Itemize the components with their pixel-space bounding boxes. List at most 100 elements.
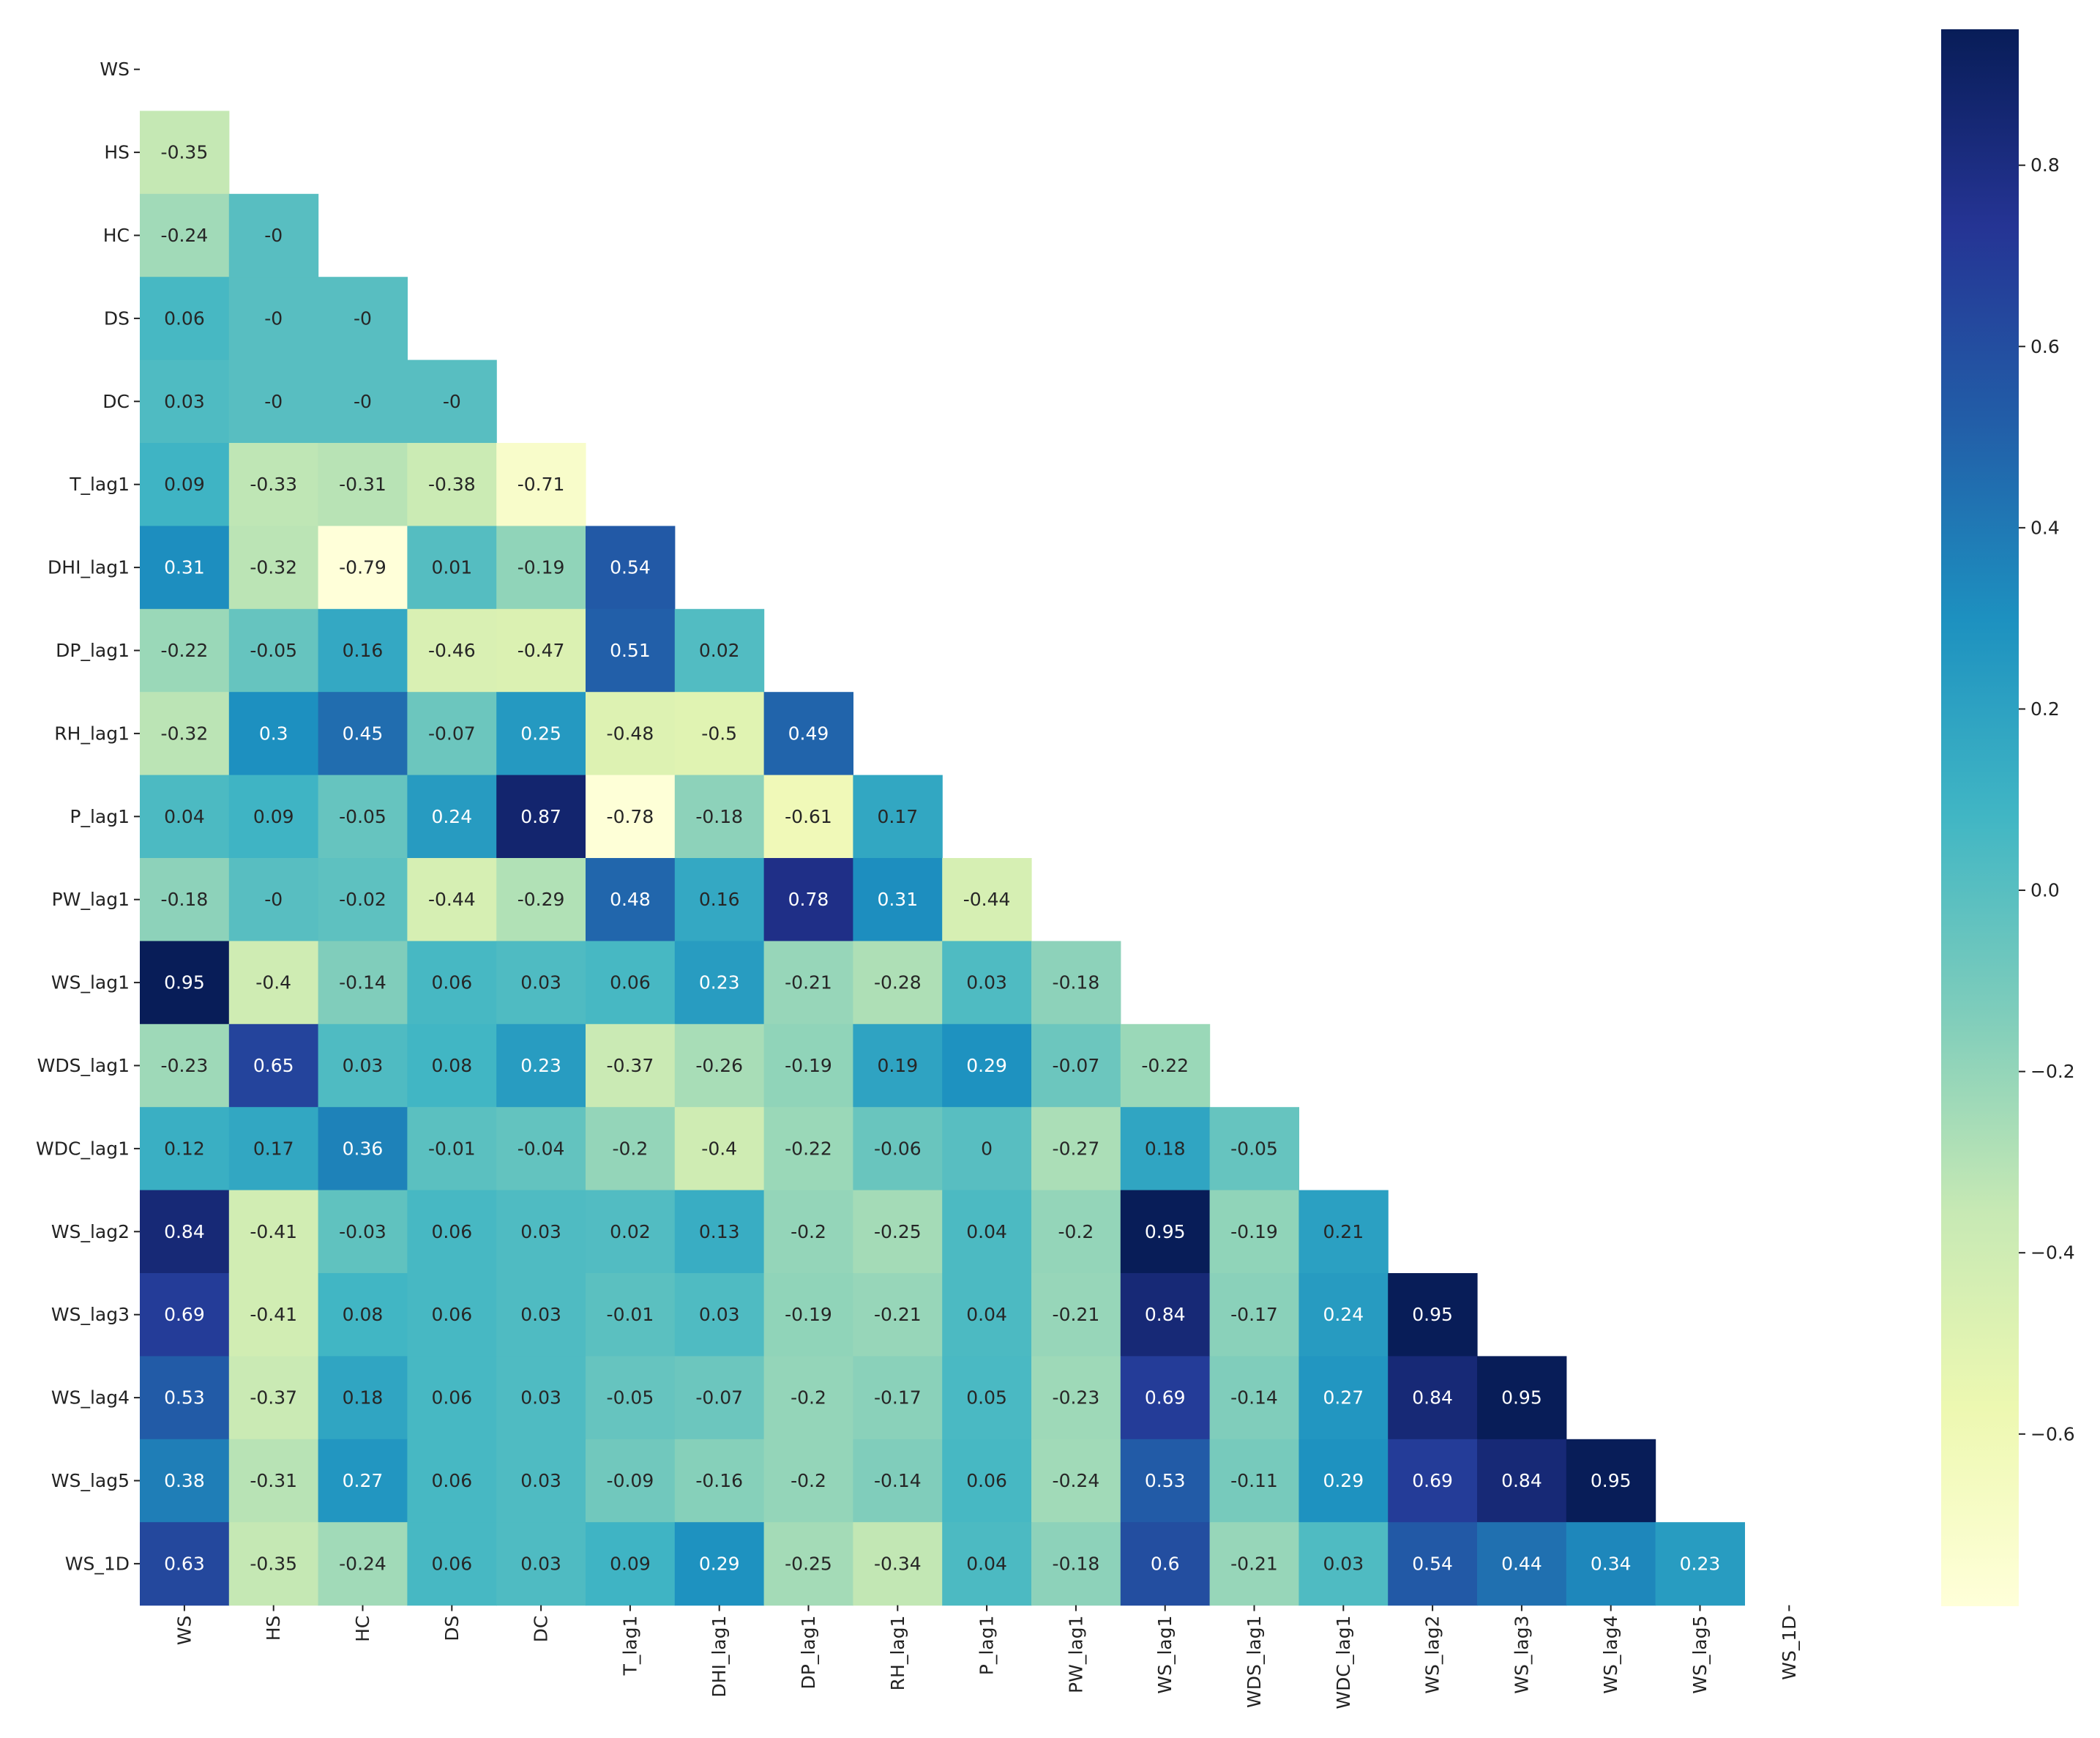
heatmap-cell-WS_1D-WS_lag5: [1655, 1522, 1745, 1606]
cell-value-label: -0.09: [607, 1470, 654, 1491]
cell-value-label: 0.29: [1323, 1470, 1364, 1491]
heatmap-cell-WS_lag2-HS: [228, 1190, 319, 1274]
heatmap-cell-WDC_lag1-DP_lag1: [763, 1107, 853, 1191]
y-tick-label-HS: HS: [104, 142, 130, 163]
heatmap-cell-WDS_lag1-RH_lag1: [853, 1023, 943, 1108]
cell-value-label: -0.61: [785, 806, 832, 827]
heatmap-cell-P_lag1-DHI_lag1: [674, 775, 765, 859]
x-tick-label-WS_lag2: WS_lag2: [1422, 1616, 1443, 1694]
cell-value-label: 0.95: [1591, 1470, 1632, 1491]
cell-value-label: 0.69: [164, 1304, 205, 1325]
heatmap-cell-WS_lag5-WS_lag2: [1388, 1439, 1478, 1523]
heatmap-cell-WS_lag5-T_lag1: [586, 1439, 676, 1523]
heatmap-cell-WS_lag5-DHI_lag1: [674, 1439, 765, 1523]
heatmap-cell-WS_1D-DC: [496, 1522, 586, 1606]
heatmap-cell-HC-HS: [228, 193, 319, 277]
cell-value-label: -0: [354, 391, 372, 412]
heatmap-cell-WS_1D-P_lag1: [942, 1522, 1032, 1606]
heatmap-cell-P_lag1-DP_lag1: [763, 775, 853, 859]
heatmap-cell-PW_lag1-HS: [228, 858, 319, 941]
x-tick-label-WS: WS: [173, 1616, 195, 1646]
cell-value-label: 0.03: [520, 972, 561, 993]
y-tick-label-DC: DC: [102, 391, 130, 412]
heatmap-cell-WS_lag3-DS: [407, 1273, 497, 1357]
heatmap-cell-P_lag1-T_lag1: [586, 775, 676, 859]
heatmap-cell-DP_lag1-HS: [228, 608, 319, 693]
cell-value-label: -0.05: [1230, 1138, 1278, 1159]
heatmap-cell-WDC_lag1-T_lag1: [586, 1107, 676, 1191]
y-tick-label-DHI_lag1: DHI_lag1: [48, 557, 130, 578]
cell-value-label: -0.05: [339, 806, 386, 827]
heatmap-cell-RH_lag1-WS: [140, 692, 230, 776]
cell-value-label: -0.19: [517, 557, 565, 578]
cell-value-label: -0.25: [785, 1553, 832, 1574]
cell-value-label: 0.78: [788, 889, 829, 910]
cell-value-label: 0.23: [520, 1055, 561, 1076]
heatmap-cell-WS_lag4-DC: [496, 1356, 586, 1440]
heatmap-cell-WS_lag5-DC: [496, 1439, 586, 1523]
cell-value-label: 0.24: [431, 806, 472, 827]
cell-value-label: -0.18: [1053, 1553, 1100, 1574]
cell-value-label: 0.54: [610, 557, 651, 578]
cell-value-label: -0.18: [1053, 972, 1100, 993]
heatmap-cell-WS_1D-HS: [228, 1522, 319, 1606]
x-axis-ticks: WS HS HC DS DC T_lag1 DHI_lag1 DP_lag1 RH_lag1 P_…: [173, 1605, 1800, 1709]
heatmap-cell-WS_1D-DHI_lag1: [674, 1522, 765, 1606]
y-tick-label-T_lag1: T_lag1: [69, 474, 130, 495]
cell-value-label: 0.03: [1323, 1553, 1364, 1574]
heatmap-cell-T_lag1-HC: [318, 443, 408, 526]
cell-value-label: -0.79: [339, 557, 386, 578]
heatmap-cell-WS_lag1-PW_lag1: [1031, 941, 1121, 1025]
heatmap-cell-WS_lag4-PW_lag1: [1031, 1356, 1121, 1440]
heatmap-cell-WS_lag1-P_lag1: [942, 941, 1032, 1025]
heatmap-cell-WS_lag3-HS: [228, 1273, 319, 1357]
y-tick-label-DP_lag1: DP_lag1: [56, 640, 130, 661]
cell-value-label: -0.2: [613, 1138, 649, 1159]
cell-value-label: -0.11: [1230, 1470, 1278, 1491]
cell-value-label: -0: [264, 225, 283, 246]
cell-value-label: 0.45: [343, 723, 384, 744]
cell-value-label: 0.02: [610, 1221, 651, 1242]
cell-value-label: -0.31: [339, 474, 386, 495]
heatmap-cell-WS_lag5-PW_lag1: [1031, 1439, 1121, 1523]
y-tick-label-DS: DS: [104, 307, 130, 329]
cell-value-label: -0.14: [1230, 1387, 1278, 1409]
heatmap-cell-P_lag1-DS: [407, 775, 497, 859]
cell-value-label: 0.03: [699, 1304, 740, 1325]
cell-value-label: -0.01: [607, 1304, 654, 1325]
cell-value-label: -0.21: [874, 1304, 922, 1325]
heatmap-cell-WS_lag5-WDS_lag1: [1209, 1439, 1299, 1523]
heatmap-cell-WS_lag3-WS: [140, 1273, 230, 1357]
heatmap-cell-WS_lag5-WS_lag3: [1477, 1439, 1567, 1523]
x-tick-label-WS_lag1: WS_lag1: [1154, 1616, 1176, 1694]
cell-value-label: 0.84: [1412, 1387, 1453, 1409]
colorbar-tick-label: −0.6: [2030, 1423, 2075, 1444]
heatmap-cell-WS_1D-WS_lag4: [1566, 1522, 1656, 1606]
heatmap-cell-WS_1D-DS: [407, 1522, 497, 1606]
x-tick-label-HS: HS: [263, 1616, 284, 1641]
heatmap-cell-WS_1D-T_lag1: [586, 1522, 676, 1606]
heatmap-cell-WDS_lag1-HS: [228, 1023, 319, 1108]
heatmap-cell-WS_lag3-RH_lag1: [853, 1273, 943, 1357]
cell-value-label: -0.44: [963, 889, 1011, 910]
cell-value-label: -0.07: [428, 723, 476, 744]
cell-value-label: -0: [264, 307, 283, 329]
cell-value-label: -0.22: [785, 1138, 832, 1159]
heatmap-cell-HC-WS: [140, 193, 230, 277]
cell-value-label: 0.29: [699, 1553, 740, 1574]
cell-value-label: 0.13: [699, 1221, 740, 1242]
heatmap-cell-WS_lag5-WS_lag1: [1120, 1439, 1211, 1523]
cell-value-label: -0.2: [1058, 1221, 1094, 1242]
heatmap-cell-P_lag1-WS: [140, 775, 230, 859]
colorbar-tick-label: 0.6: [2030, 336, 2060, 357]
cell-value-label: 0.08: [431, 1055, 472, 1076]
heatmap-cell-WS_1D-RH_lag1: [853, 1522, 943, 1606]
cell-value-label: 0.65: [253, 1055, 294, 1076]
y-tick-label-WS_lag4: WS_lag4: [51, 1387, 130, 1409]
heatmap-cell-WDS_lag1-DP_lag1: [763, 1023, 853, 1108]
x-tick-label-WS_lag4: WS_lag4: [1600, 1616, 1621, 1694]
cell-value-label: 0.03: [164, 391, 205, 412]
cell-value-label: 0.6: [1151, 1553, 1180, 1574]
cell-value-label: -0.24: [161, 225, 209, 246]
cell-value-label: -0.38: [428, 474, 476, 495]
